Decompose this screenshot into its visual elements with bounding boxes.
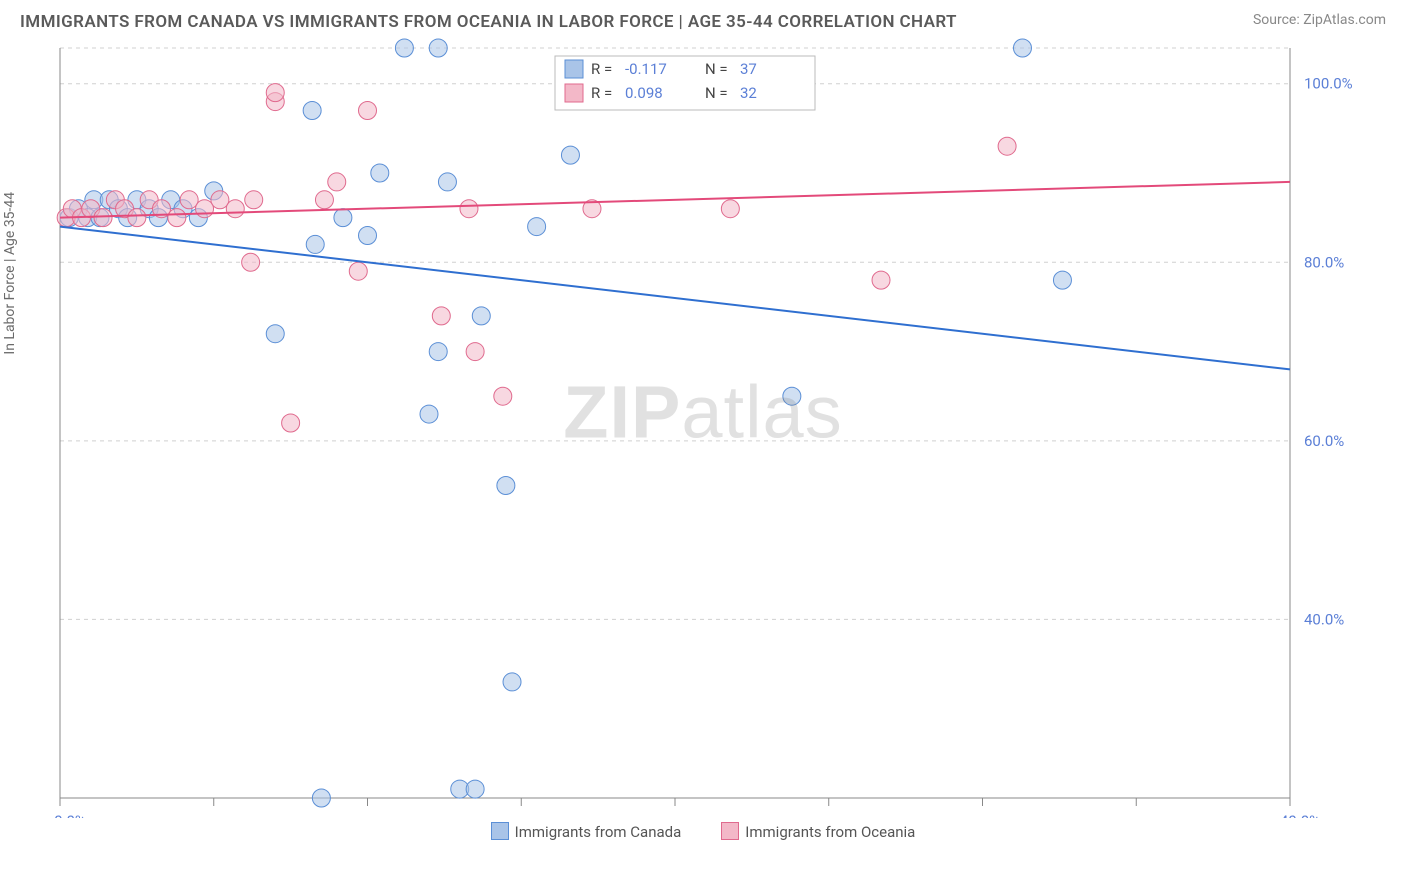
legend-swatch (491, 822, 509, 840)
legend-n-value: 32 (740, 84, 757, 102)
y-tick-label: 80.0% (1304, 253, 1344, 271)
legend-n-value: 37 (740, 60, 757, 78)
trend-line (60, 227, 1290, 370)
data-point (395, 39, 413, 57)
data-point (266, 325, 284, 343)
data-point (282, 414, 300, 432)
data-point (429, 39, 447, 57)
legend-swatch (565, 84, 583, 102)
legend-r-value: -0.117 (625, 60, 667, 78)
data-point (472, 307, 490, 325)
data-point (497, 477, 515, 495)
data-point (721, 200, 739, 218)
data-point (503, 673, 521, 691)
y-axis-label: In Labor Force | Age 35-44 (2, 192, 18, 355)
data-point (561, 146, 579, 164)
x-tick-label: 40.0% (1280, 812, 1320, 818)
data-point (528, 218, 546, 236)
data-point (168, 209, 186, 227)
legend-label: Immigrants from Oceania (745, 823, 915, 841)
data-point (315, 191, 333, 209)
legend-r-label: R = (591, 84, 612, 102)
data-point (432, 307, 450, 325)
y-tick-label: 60.0% (1304, 432, 1344, 450)
legend-r-value: 0.098 (625, 84, 663, 102)
legend-r-label: R = (591, 60, 612, 78)
data-point (334, 209, 352, 227)
data-point (128, 209, 146, 227)
data-point (303, 102, 321, 120)
x-tick-label: 0.0% (54, 812, 86, 818)
data-point (245, 191, 263, 209)
y-tick-label: 40.0% (1304, 610, 1344, 628)
data-point (1053, 271, 1071, 289)
data-point (783, 387, 801, 405)
data-point (312, 789, 330, 807)
source-label: Source: ZipAtlas.com (1253, 12, 1386, 28)
legend-swatch (721, 822, 739, 840)
data-point (429, 343, 447, 361)
data-point (359, 102, 377, 120)
legend-n-label: N = (705, 84, 728, 102)
legend-label: Immigrants from Canada (515, 823, 682, 841)
data-point (94, 209, 112, 227)
data-point (359, 227, 377, 245)
data-point (1013, 39, 1031, 57)
y-tick-label: 100.0% (1304, 75, 1353, 93)
bottom-legend: Immigrants from Canada Immigrants from Oc… (0, 822, 1406, 841)
data-point (242, 253, 260, 271)
data-point (266, 84, 284, 102)
data-point (371, 164, 389, 182)
legend-item: Immigrants from Oceania (721, 822, 915, 841)
legend-swatch (565, 60, 583, 78)
legend-item: Immigrants from Canada (491, 822, 682, 841)
data-point (306, 235, 324, 253)
data-point (494, 387, 512, 405)
data-point (226, 200, 244, 218)
correlation-chart: 40.0% 60.0% 80.0% 100.0% 0.0% 40.0% R = -0.117 N… (20, 38, 1360, 818)
data-point (872, 271, 890, 289)
data-point (460, 200, 478, 218)
data-point (466, 343, 484, 361)
data-point (420, 405, 438, 423)
legend-n-label: N = (705, 60, 728, 78)
data-point (998, 137, 1016, 155)
chart-title: IMMIGRANTS FROM CANADA VS IMMIGRANTS FRO… (20, 12, 957, 32)
data-point (466, 780, 484, 798)
chart-container: In Labor Force | Age 35-44 40.0%60.0%80.… (20, 38, 1386, 818)
data-point (328, 173, 346, 191)
data-point (349, 262, 367, 280)
data-point (438, 173, 456, 191)
